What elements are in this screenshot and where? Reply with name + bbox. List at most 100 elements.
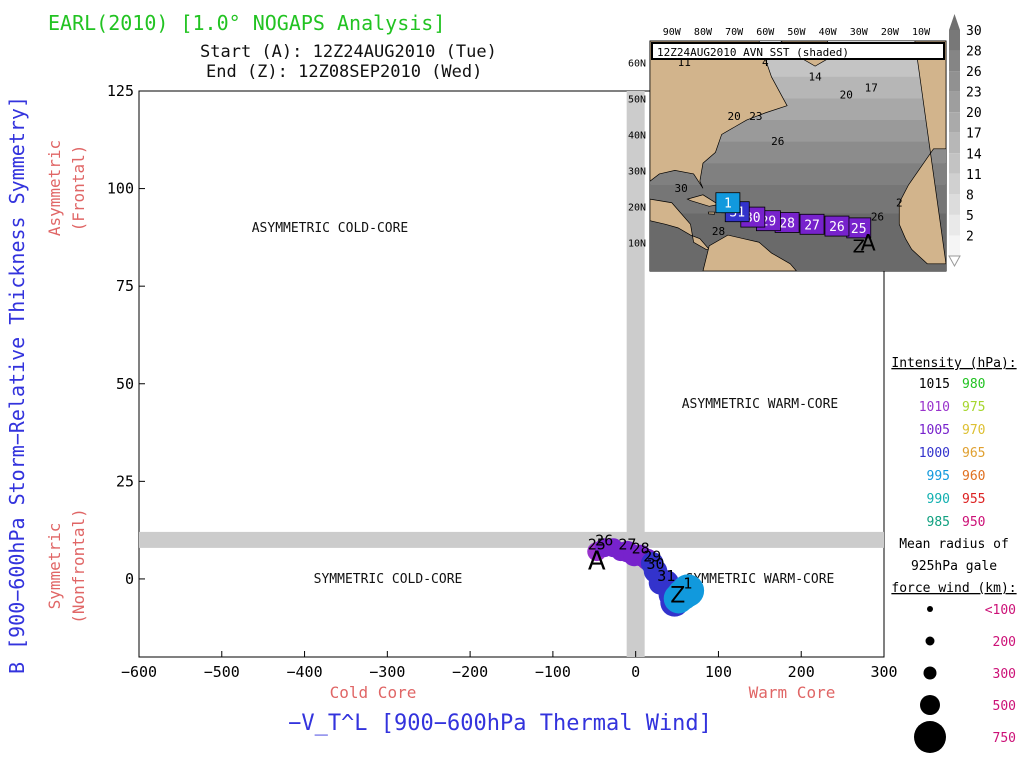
colorbar-label: 28: [966, 45, 982, 60]
inset-lat-label: 30N: [628, 166, 646, 177]
x-tick-label: 300: [870, 663, 897, 681]
colorbar-label: 17: [966, 127, 982, 142]
band-vertical: [626, 91, 645, 657]
colorbar-top-arrow: [949, 14, 960, 30]
inset-title: 12Z24AUG2010 AVN SST (shaded): [657, 46, 849, 59]
y-tick-label: 0: [125, 570, 134, 588]
radius-legend-label: 750: [993, 731, 1016, 746]
sst-contour-label: 4: [762, 56, 769, 69]
radius-legend-title-2: 925hPa gale: [911, 559, 997, 574]
track-day-label: 27: [618, 536, 636, 554]
intensity-value-left: 1005: [919, 423, 950, 438]
intensity-value-right: 960: [962, 469, 985, 484]
x-tick-label: −100: [535, 663, 571, 681]
colorbar-label: 20: [966, 106, 982, 121]
colorbar-label: 8: [966, 188, 974, 203]
inset-lat-label: 60N: [628, 59, 646, 70]
y-annotation-upper-2: (Frontal): [69, 145, 88, 232]
radius-legend-dot: [923, 666, 937, 680]
colorbar-label: 26: [966, 65, 982, 80]
sst-contour-label: 20: [728, 110, 741, 123]
inset-lon-label: 10W: [912, 27, 931, 38]
land-area: [707, 211, 716, 215]
radius-legend-label: <100: [985, 603, 1016, 618]
y-tick-label: 75: [116, 277, 134, 295]
land-area: [686, 194, 720, 207]
intensity-value-left: 990: [927, 492, 950, 507]
colorbar-segment: [949, 214, 960, 236]
track-day-label: 26: [595, 532, 613, 550]
radius-legend: Mean radius of 925hPa gale force wind (k…: [891, 537, 1017, 753]
colorbar-segment: [949, 71, 960, 92]
colorbar-segment: [949, 112, 960, 133]
radius-legend-dot: [914, 721, 946, 753]
colorbar-segment: [949, 153, 960, 174]
start-time-line: Start (A): 12Z24AUG2010 (Tue): [200, 42, 497, 62]
intensity-value-left: 1000: [919, 446, 950, 461]
inset-lon-label: 50W: [787, 27, 806, 38]
colorbar-segment: [949, 50, 960, 72]
inset-lon-label: 80W: [694, 27, 713, 38]
radius-legend-dot: [925, 636, 935, 646]
inset-lon-label: 20W: [881, 27, 900, 38]
sst-contour-label: 28: [712, 225, 725, 238]
land-area: [898, 40, 947, 265]
end-time-line: End (Z): 12Z08SEP2010 (Wed): [206, 62, 482, 82]
intensity-value-left: 995: [927, 469, 950, 484]
inset-lat-label: 50N: [628, 95, 646, 106]
sst-contour-label: 26: [871, 211, 884, 224]
intensity-value-left: 985: [927, 515, 950, 530]
inset-title-box: [651, 42, 945, 60]
intensity-value-right: 965: [962, 446, 985, 461]
sst-contour-label: 23: [749, 110, 762, 123]
colorbar-segment: [949, 173, 960, 195]
intensity-value-right: 950: [962, 515, 985, 530]
x-tick-label: 200: [788, 663, 815, 681]
colorbar-label: 2: [966, 229, 974, 244]
inset-track-day: 28: [779, 216, 795, 231]
track-day-label: 1: [683, 575, 692, 593]
inset-track-box: [715, 192, 741, 214]
sst-colorbar: 30 28 26 23 20 17 14 11 8 5 2: [948, 14, 982, 268]
inset-track-day: 26: [829, 220, 845, 235]
colorbar-bottom-arrow: [948, 255, 961, 268]
intensity-value-right: 980: [962, 377, 985, 392]
quadrant-label-lower-left: SYMMETRIC COLD-CORE: [314, 572, 463, 587]
x-tick-label: −400: [286, 663, 322, 681]
radius-legend-dot: [927, 606, 933, 612]
intensity-legend-title: Intensity (hPa):: [891, 356, 1016, 371]
colorbar-label: 5: [966, 209, 974, 224]
radius-legend-label: 300: [993, 667, 1016, 682]
radius-legend-label: 500: [993, 699, 1016, 714]
radius-legend-dot: [920, 695, 940, 715]
intensity-value-left: 1010: [919, 400, 950, 415]
inset-lon-label: 60W: [756, 27, 775, 38]
x-tick-label: −500: [204, 663, 240, 681]
y-tick-label: 25: [116, 472, 134, 490]
colorbar-segment: [949, 132, 960, 154]
inset-lat-label: 20N: [628, 202, 646, 213]
sst-contour-label: 17: [865, 81, 878, 94]
inset-lon-label: 30W: [850, 27, 869, 38]
inset-track-box: [799, 213, 825, 235]
sst-contour-label: 14: [809, 71, 823, 84]
colorbar-segment: [949, 194, 960, 215]
sst-shade-band: [650, 141, 946, 164]
colorbar-label: 23: [966, 86, 982, 101]
inset-track-day: 27: [804, 218, 820, 233]
inset-lat-label: 40N: [628, 130, 646, 141]
sst-contour-label: 20: [840, 89, 853, 102]
intensity-value-left: 1015: [919, 377, 950, 392]
inset-lon-label: 40W: [819, 27, 838, 38]
quadrant-label-upper-right: ASYMMETRIC WARM-CORE: [682, 397, 839, 412]
quadrant-label-lower-right: SYMMETRIC WARM-CORE: [686, 572, 835, 587]
x-tick-label: −200: [452, 663, 488, 681]
radius-legend-title-1: Mean radius of: [899, 537, 1009, 552]
colorbar-segment: [949, 235, 960, 256]
radius-legend-label: 200: [993, 635, 1016, 650]
colorbar-segment: [949, 30, 960, 51]
intensity-value-right: 975: [962, 400, 985, 415]
x-annotation-cold-core: Cold Core: [330, 683, 417, 702]
quadrant-label-upper-left: ASYMMETRIC COLD-CORE: [252, 221, 409, 236]
